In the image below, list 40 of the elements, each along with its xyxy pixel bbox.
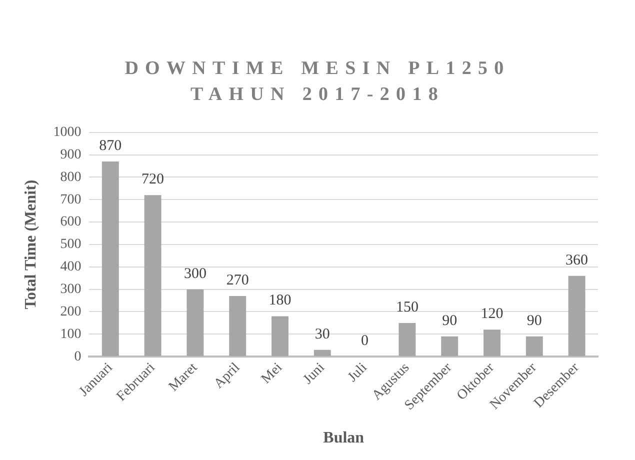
bar — [229, 296, 246, 356]
data-label: 30 — [314, 326, 330, 342]
y-tick-label: 0 — [74, 349, 82, 364]
y-tick-label: 200 — [60, 304, 82, 320]
y-tick-label: 1000 — [53, 125, 82, 140]
bar — [102, 162, 119, 356]
y-tick-label: 800 — [60, 170, 82, 185]
bar — [314, 350, 331, 356]
data-label: 300 — [184, 266, 206, 282]
data-label: 870 — [99, 138, 122, 154]
data-label: 90 — [442, 312, 458, 329]
y-axis-title: Total Time (Menit) — [22, 180, 40, 310]
data-label: 90 — [526, 312, 542, 329]
data-label: 150 — [396, 299, 418, 316]
y-tick-label: 400 — [60, 260, 82, 275]
data-label: 720 — [142, 172, 164, 188]
bar — [526, 336, 543, 356]
data-label: 0 — [361, 333, 369, 350]
bar — [272, 316, 288, 356]
bar — [186, 289, 204, 356]
chart-title: DOWNTIME MESIN PL1250 TAHUN 2017-2018 — [124, 57, 512, 105]
y-tick-label: 700 — [60, 192, 82, 208]
bar — [568, 276, 586, 356]
x-axis-title: Bulan — [323, 430, 364, 447]
y-tick-label: 300 — [60, 282, 82, 298]
y-tick-label: 600 — [60, 214, 82, 230]
data-label: 270 — [226, 272, 249, 288]
y-tick-label: 900 — [60, 147, 82, 162]
x-tick-label: Juli — [345, 360, 370, 386]
bar — [484, 330, 500, 356]
x-tick-label: Juni — [300, 360, 328, 388]
y-tick-label: 100 — [60, 326, 82, 342]
data-label: 120 — [480, 306, 504, 322]
data-label: 180 — [268, 292, 292, 309]
data-label: 360 — [566, 252, 588, 268]
bar — [144, 195, 162, 356]
x-tick-label: Mei — [258, 360, 286, 387]
bar — [441, 336, 458, 356]
y-tick-label: 500 — [60, 237, 82, 252]
bar — [398, 322, 416, 356]
